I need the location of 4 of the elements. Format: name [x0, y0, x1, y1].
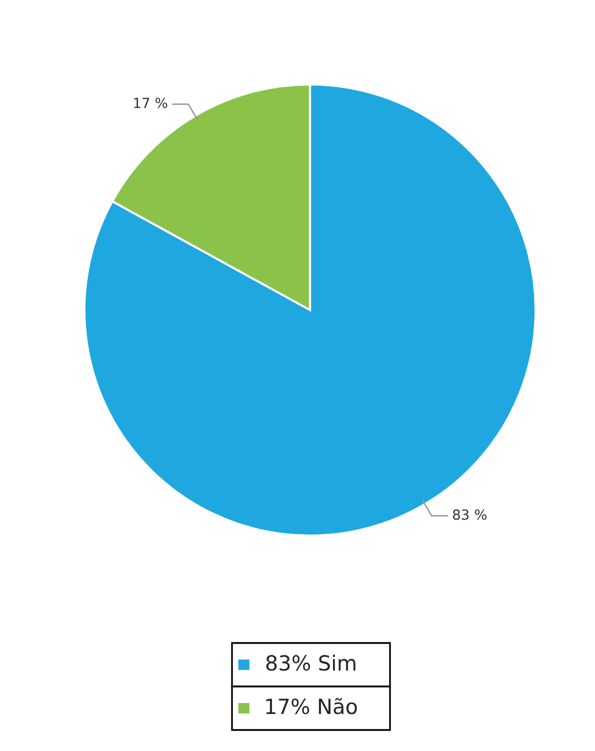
legend-label: 83% Sim — [266, 654, 356, 671]
data-label: 17 % — [134, 98, 168, 108]
legend-label: 17% Não — [266, 698, 357, 714]
data-label: 83 % — [452, 509, 487, 520]
